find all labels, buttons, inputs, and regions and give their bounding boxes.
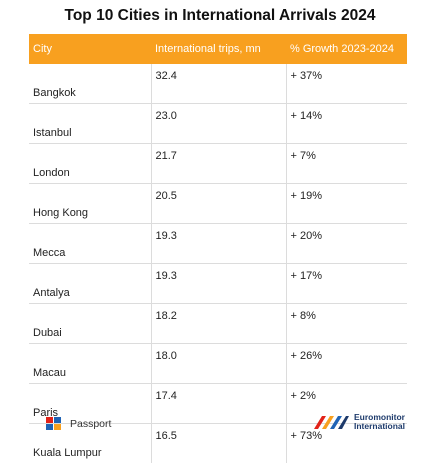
passport-logo-text: Passport <box>70 418 111 430</box>
cell-growth: + 20% <box>286 224 407 264</box>
cell-city: Dubai <box>29 304 151 344</box>
cell-growth: + 17% <box>286 264 407 304</box>
header-trips: International trips, mn <box>151 34 286 64</box>
passport-logo: Passport <box>45 416 111 432</box>
cell-trips: 17.4 <box>151 384 286 424</box>
euromonitor-line2: International <box>354 422 405 431</box>
table-row: Mecca 19.3 + 20% <box>29 224 407 264</box>
cell-trips: 20.5 <box>151 184 286 224</box>
cell-city: London <box>29 144 151 184</box>
cell-city: Antalya <box>29 264 151 304</box>
cell-city: Mecca <box>29 224 151 264</box>
euromonitor-logo: Euromonitor International <box>312 413 405 431</box>
table-row: Dubai 18.2 + 8% <box>29 304 407 344</box>
table-row: London 21.7 + 7% <box>29 144 407 184</box>
table-row: Hong Kong 20.5 + 19% <box>29 184 407 224</box>
cell-trips: 18.2 <box>151 304 286 344</box>
header-city: City <box>29 34 151 64</box>
cell-city: Macau <box>29 344 151 384</box>
page-title: Top 10 Cities in International Arrivals … <box>0 7 440 25</box>
cell-city: Istanbul <box>29 104 151 144</box>
cell-growth: + 14% <box>286 104 407 144</box>
cell-trips: 18.0 <box>151 344 286 384</box>
euromonitor-logo-icon <box>312 414 350 430</box>
header-growth: % Growth 2023-2024 <box>286 34 407 64</box>
cell-growth: + 8% <box>286 304 407 344</box>
table-row: Bangkok 32.4 + 37% <box>29 64 407 104</box>
passport-logo-icon <box>45 416 65 432</box>
cell-trips: 19.3 <box>151 224 286 264</box>
cell-city: Hong Kong <box>29 184 151 224</box>
cell-growth: + 37% <box>286 64 407 104</box>
arrivals-table: City International trips, mn % Growth 20… <box>29 34 407 463</box>
cell-trips: 19.3 <box>151 264 286 304</box>
cell-growth: + 19% <box>286 184 407 224</box>
table-row: Antalya 19.3 + 17% <box>29 264 407 304</box>
table-row: Istanbul 23.0 + 14% <box>29 104 407 144</box>
table-row: Macau 18.0 + 26% <box>29 344 407 384</box>
table-header-row: City International trips, mn % Growth 20… <box>29 34 407 64</box>
cell-trips: 23.0 <box>151 104 286 144</box>
cell-trips: 21.7 <box>151 144 286 184</box>
cell-trips: 32.4 <box>151 64 286 104</box>
cell-trips: 16.5 <box>151 424 286 463</box>
cell-growth: + 26% <box>286 344 407 384</box>
cell-city: Bangkok <box>29 64 151 104</box>
cell-growth: + 7% <box>286 144 407 184</box>
